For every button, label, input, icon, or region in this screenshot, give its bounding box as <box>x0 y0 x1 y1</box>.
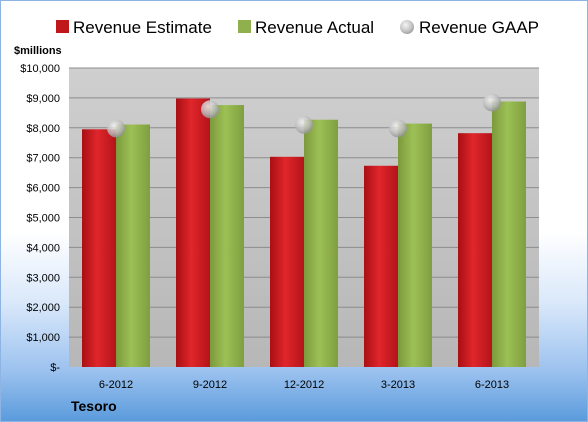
legend-label-revenue-actual: Revenue Actual <box>255 18 374 37</box>
marker-revenue-gaap <box>389 119 407 138</box>
bar-revenue-actual <box>116 124 150 367</box>
legend-label-revenue-gaap: Revenue GAAP <box>419 18 539 37</box>
y-tick-label: $4,000 <box>26 242 60 254</box>
y-tick-label: $3,000 <box>26 272 60 284</box>
y-tick-label: $2,000 <box>26 302 60 314</box>
unit-label: $millions <box>14 45 62 57</box>
bars <box>82 98 526 368</box>
x-tick-label: 12-2012 <box>284 379 324 391</box>
legend-label-revenue-estimate: Revenue Estimate <box>73 18 212 37</box>
bar-revenue-actual <box>492 101 526 367</box>
marker-revenue-gaap <box>107 119 125 138</box>
bar-revenue-actual <box>304 119 338 368</box>
gaap-markers <box>107 93 501 138</box>
bar-revenue-estimate <box>364 165 398 367</box>
y-tick-label: $- <box>50 362 60 374</box>
company-label: Tesoro <box>71 398 117 414</box>
y-tick-label: $7,000 <box>26 153 60 165</box>
x-tick-label: 3-2013 <box>381 379 415 391</box>
y-tick-label: $9,000 <box>26 93 60 105</box>
y-tick-label: $8,000 <box>26 123 60 135</box>
bar-revenue-estimate <box>82 129 116 367</box>
marker-revenue-gaap <box>201 100 219 119</box>
bar-revenue-actual <box>398 123 432 367</box>
marker-revenue-gaap <box>295 115 313 134</box>
x-tick-label: 9-2012 <box>193 379 227 391</box>
legend-swatch-revenue-estimate <box>56 20 69 33</box>
x-axis: 6-2012 9-2012 12-2012 3-2013 6-2013 <box>99 379 509 391</box>
bar-revenue-estimate <box>458 133 492 367</box>
y-axis: $- $1,000 $2,000 $3,000 $4,000 $5,000 $6,000 $7… <box>20 63 60 374</box>
y-tick-label: $6,000 <box>26 183 60 195</box>
bar-revenue-estimate <box>270 156 304 367</box>
x-tick-label: 6-2013 <box>475 379 509 391</box>
y-tick-label: $10,000 <box>20 63 60 75</box>
legend-marker-revenue-gaap <box>400 20 414 34</box>
x-tick-label: 6-2012 <box>99 379 133 391</box>
marker-revenue-gaap <box>483 93 501 112</box>
bar-revenue-estimate <box>176 98 210 368</box>
y-tick-label: $1,000 <box>26 332 60 344</box>
bar-revenue-actual <box>210 105 244 368</box>
y-tick-label: $5,000 <box>26 213 60 225</box>
legend: Revenue Estimate Revenue Actual Revenue … <box>56 18 539 37</box>
legend-swatch-revenue-actual <box>238 20 251 33</box>
